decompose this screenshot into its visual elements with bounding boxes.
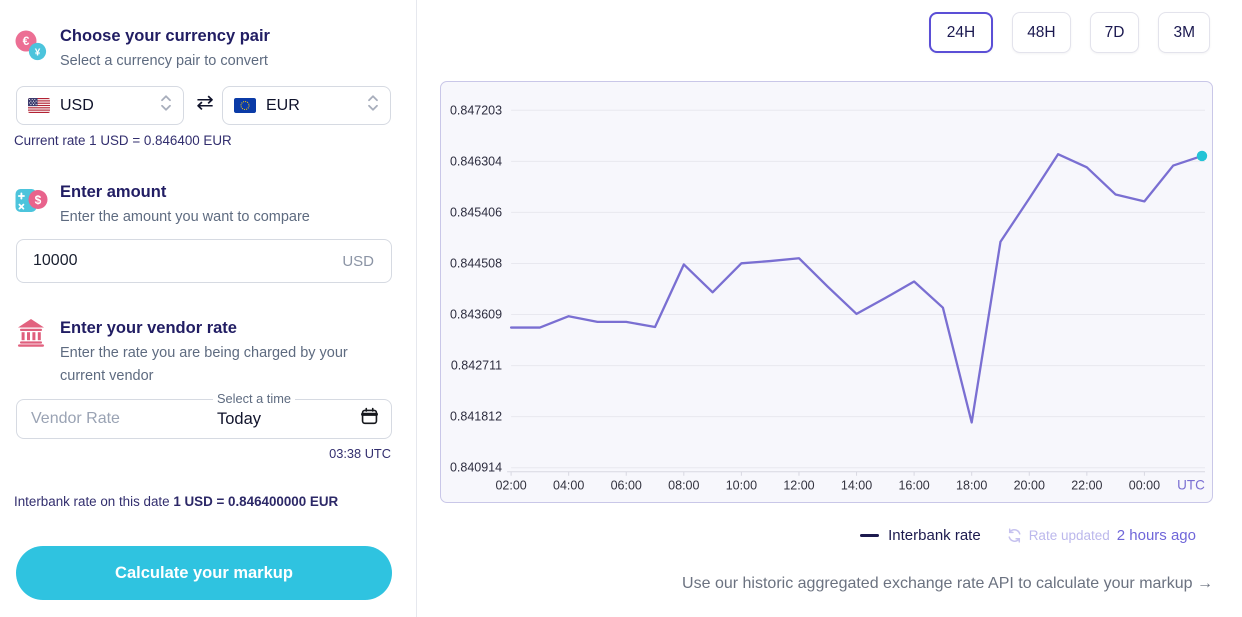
svg-text:0.844508: 0.844508 [450, 256, 502, 270]
time-select-field[interactable]: Select a time Today [208, 391, 392, 439]
range-button-24h[interactable]: 24H [928, 12, 994, 53]
chart-legend: Interbank rate Rate updated 2 hours ago [860, 527, 1196, 544]
currency-section-title: Choose your currency pair [60, 27, 270, 45]
chevron-updown-icon [160, 93, 172, 118]
svg-text:14:00: 14:00 [841, 479, 872, 493]
svg-text:0.842711: 0.842711 [451, 359, 502, 373]
svg-text:10:00: 10:00 [726, 479, 757, 493]
interbank-rate-text: Interbank rate on this date 1 USD = 0.84… [14, 494, 338, 509]
range-button-3m[interactable]: 3M [1158, 12, 1210, 53]
svg-text:0.845406: 0.845406 [450, 205, 502, 219]
svg-text:16:00: 16:00 [898, 479, 929, 493]
svg-text:12:00: 12:00 [783, 479, 814, 493]
to-currency-value: EUR [266, 96, 300, 114]
amount-section-subtitle: Enter the amount you want to compare [60, 209, 310, 225]
svg-text:18:00: 18:00 [956, 479, 987, 493]
vendor-rate-input[interactable] [16, 399, 209, 439]
interbank-rate-value: 1 USD = 0.846400000 EUR [173, 494, 339, 509]
calculator-icon: $ [14, 184, 48, 221]
calculate-markup-button[interactable]: Calculate your markup [16, 546, 392, 600]
current-rate-text: Current rate 1 USD = 0.846400 EUR [14, 133, 232, 148]
svg-text:0.846304: 0.846304 [450, 154, 502, 168]
svg-text:¥: ¥ [35, 47, 41, 58]
time-range-selector: 24H 48H 7D 3M [928, 12, 1210, 53]
time-field-value: Today [217, 409, 262, 428]
from-currency-value: USD [60, 96, 94, 114]
svg-text:0.840914: 0.840914 [450, 461, 502, 475]
to-currency-select[interactable]: EUR [222, 86, 391, 125]
us-flag-icon [28, 98, 50, 113]
interbank-rate-chart-card: 0.847203 0.846304 0.845406 0.844508 0.843609… [440, 81, 1213, 503]
amount-section-title: Enter amount [60, 183, 167, 201]
amount-input[interactable] [16, 239, 392, 283]
svg-text:00:00: 00:00 [1129, 479, 1160, 493]
interbank-rate-prefix: Interbank rate on this date [14, 494, 174, 509]
svg-text:06:00: 06:00 [611, 479, 642, 493]
refresh-icon [1007, 528, 1022, 543]
rate-updated-value: 2 hours ago [1116, 527, 1196, 544]
svg-text:02:00: 02:00 [495, 479, 526, 493]
svg-text:22:00: 22:00 [1071, 479, 1102, 493]
calendar-icon [360, 407, 379, 431]
svg-text:08:00: 08:00 [668, 479, 699, 493]
currency-pair-icon: € ¥ [14, 29, 48, 68]
svg-text:0.841812: 0.841812 [450, 410, 502, 424]
svg-text:04:00: 04:00 [553, 479, 584, 493]
interbank-rate-legend-swatch [860, 534, 880, 537]
chevron-updown-icon [367, 93, 379, 118]
svg-text:$: $ [35, 193, 42, 207]
svg-text:0.847203: 0.847203 [450, 103, 502, 117]
vendor-section-title: Enter your vendor rate [60, 319, 237, 337]
amount-currency-suffix: USD [342, 253, 374, 270]
eu-flag-icon [234, 98, 256, 113]
utc-time-text: 03:38 UTC [329, 446, 391, 461]
historic-rate-api-link[interactable]: Use our historic aggregated exchange rat… [682, 575, 1213, 592]
range-button-7d[interactable]: 7D [1089, 12, 1140, 53]
range-button-48h[interactable]: 48H [1012, 12, 1071, 53]
time-field-label: Select a time [213, 391, 295, 406]
bank-icon [16, 318, 46, 352]
svg-text:€: € [23, 34, 30, 48]
interbank-rate-line-chart: 0.847203 0.846304 0.845406 0.844508 0.843609… [450, 103, 1208, 493]
from-currency-select[interactable]: USD [16, 86, 184, 125]
vendor-section-subtitle: Enter the rate you are being charged by … [60, 345, 348, 384]
swap-currencies-button[interactable]: ⇄ [192, 90, 218, 115]
svg-text:20:00: 20:00 [1014, 479, 1045, 493]
svg-text:0.843609: 0.843609 [450, 308, 502, 322]
calculator-panel: € ¥ Choose your currency pair Select a c… [0, 0, 417, 617]
rate-updated-label: Rate updated [1028, 528, 1110, 543]
svg-text:UTC: UTC [1177, 478, 1205, 493]
interbank-rate-legend-label: Interbank rate [888, 527, 981, 544]
currency-section-subtitle: Select a currency pair to convert [60, 53, 268, 69]
